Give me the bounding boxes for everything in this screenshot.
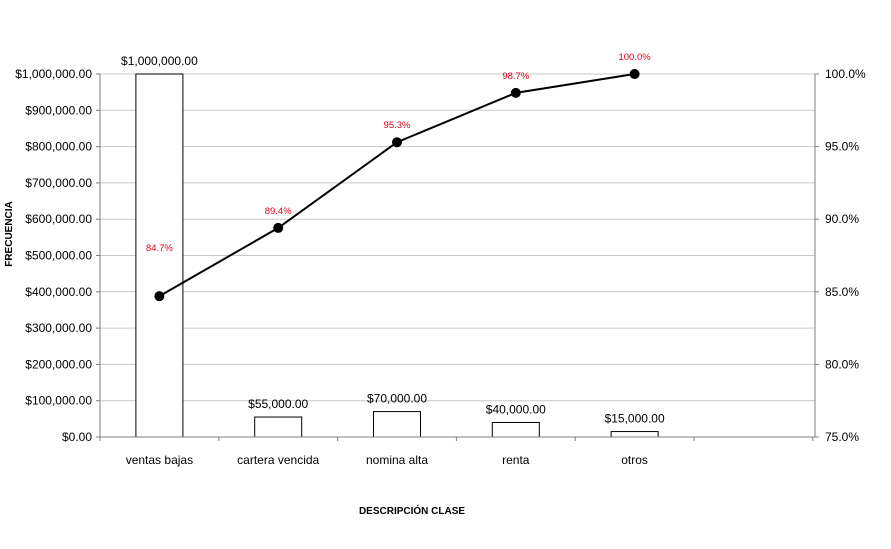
- bars: [135, 73, 659, 438]
- bar: [254, 416, 303, 438]
- bar-value-label: $40,000.00: [486, 402, 546, 416]
- line-point: [629, 69, 640, 79]
- percent-label: 84.7%: [146, 243, 173, 254]
- y-tick-label: $400,000.00: [25, 285, 92, 299]
- line-point: [510, 87, 521, 98]
- y2-tick-label: 100.0%: [825, 67, 866, 81]
- bar: [373, 411, 421, 438]
- y-tick-label: $300,000.00: [25, 321, 92, 335]
- cumulative-line: [154, 69, 640, 302]
- y-tick-label: $700,000.00: [25, 176, 92, 190]
- bar: [610, 431, 659, 438]
- line-point: [273, 222, 284, 233]
- x-tick-label: cartera vencida: [237, 453, 319, 467]
- y2-tick-label: 90.0%: [825, 212, 859, 226]
- y-tick-label: $500,000.00: [25, 249, 92, 263]
- y-tick-label: $800,000.00: [25, 140, 92, 154]
- y-axis-title: FRECUENCIA: [4, 201, 15, 267]
- x-tick-label: ventas bajas: [126, 453, 193, 467]
- percent-label: 98.7%: [502, 71, 529, 82]
- y-tick-label: $900,000.00: [25, 103, 92, 117]
- gridlines: [100, 73, 815, 402]
- line-point: [154, 291, 165, 302]
- x-tick-label: nomina alta: [366, 453, 428, 467]
- y2-tick-label: 75.0%: [825, 430, 859, 444]
- bar-value-label: $15,000.00: [605, 412, 665, 426]
- percent-label: 89.4%: [265, 206, 292, 217]
- y2-tick-label: 95.0%: [825, 140, 859, 154]
- bar-value-label: $70,000.00: [367, 392, 427, 406]
- y2-tick-label: 85.0%: [825, 285, 859, 299]
- x-tick-label: renta: [502, 453, 530, 467]
- cumulative-polyline: [158, 73, 635, 298]
- bar: [491, 421, 540, 438]
- percent-label: 95.3%: [384, 120, 411, 131]
- left-axis-ticks: $0.00 $100,000.00 $200,000.00 $300,000.00 $4…: [15, 67, 100, 444]
- y-tick-label: $600,000.00: [25, 212, 92, 226]
- y-tick-label: $1,000,000.00: [15, 67, 92, 81]
- percent-label: 100.0%: [618, 52, 651, 63]
- bar-value-label: $1,000,000.00: [121, 54, 198, 68]
- x-tick-label: otros: [621, 453, 648, 467]
- percent-data-labels: 84.7% 89.4% 95.3% 98.7% 100.0%: [146, 52, 651, 254]
- bar-value-label: $55,000.00: [248, 397, 308, 411]
- right-axis-ticks: 75.0% 80.0% 85.0% 90.0% 95.0% 100.0%: [815, 67, 866, 444]
- bar: [135, 73, 184, 438]
- y-tick-label: $200,000.00: [25, 357, 92, 371]
- line-point: [392, 137, 402, 148]
- bar-data-labels: $1,000,000.00 $55,000.00 $70,000.00 $40,000…: [121, 54, 665, 426]
- y2-tick-label: 80.0%: [825, 357, 859, 371]
- y-tick-label: $100,000.00: [25, 394, 92, 408]
- x-axis-title: DESCRIPCIÓN CLASE: [359, 504, 465, 517]
- y-tick-label: $0.00: [62, 430, 92, 444]
- category-axis-ticks: ventas bajas cartera vencida nomina alta re…: [99, 437, 814, 467]
